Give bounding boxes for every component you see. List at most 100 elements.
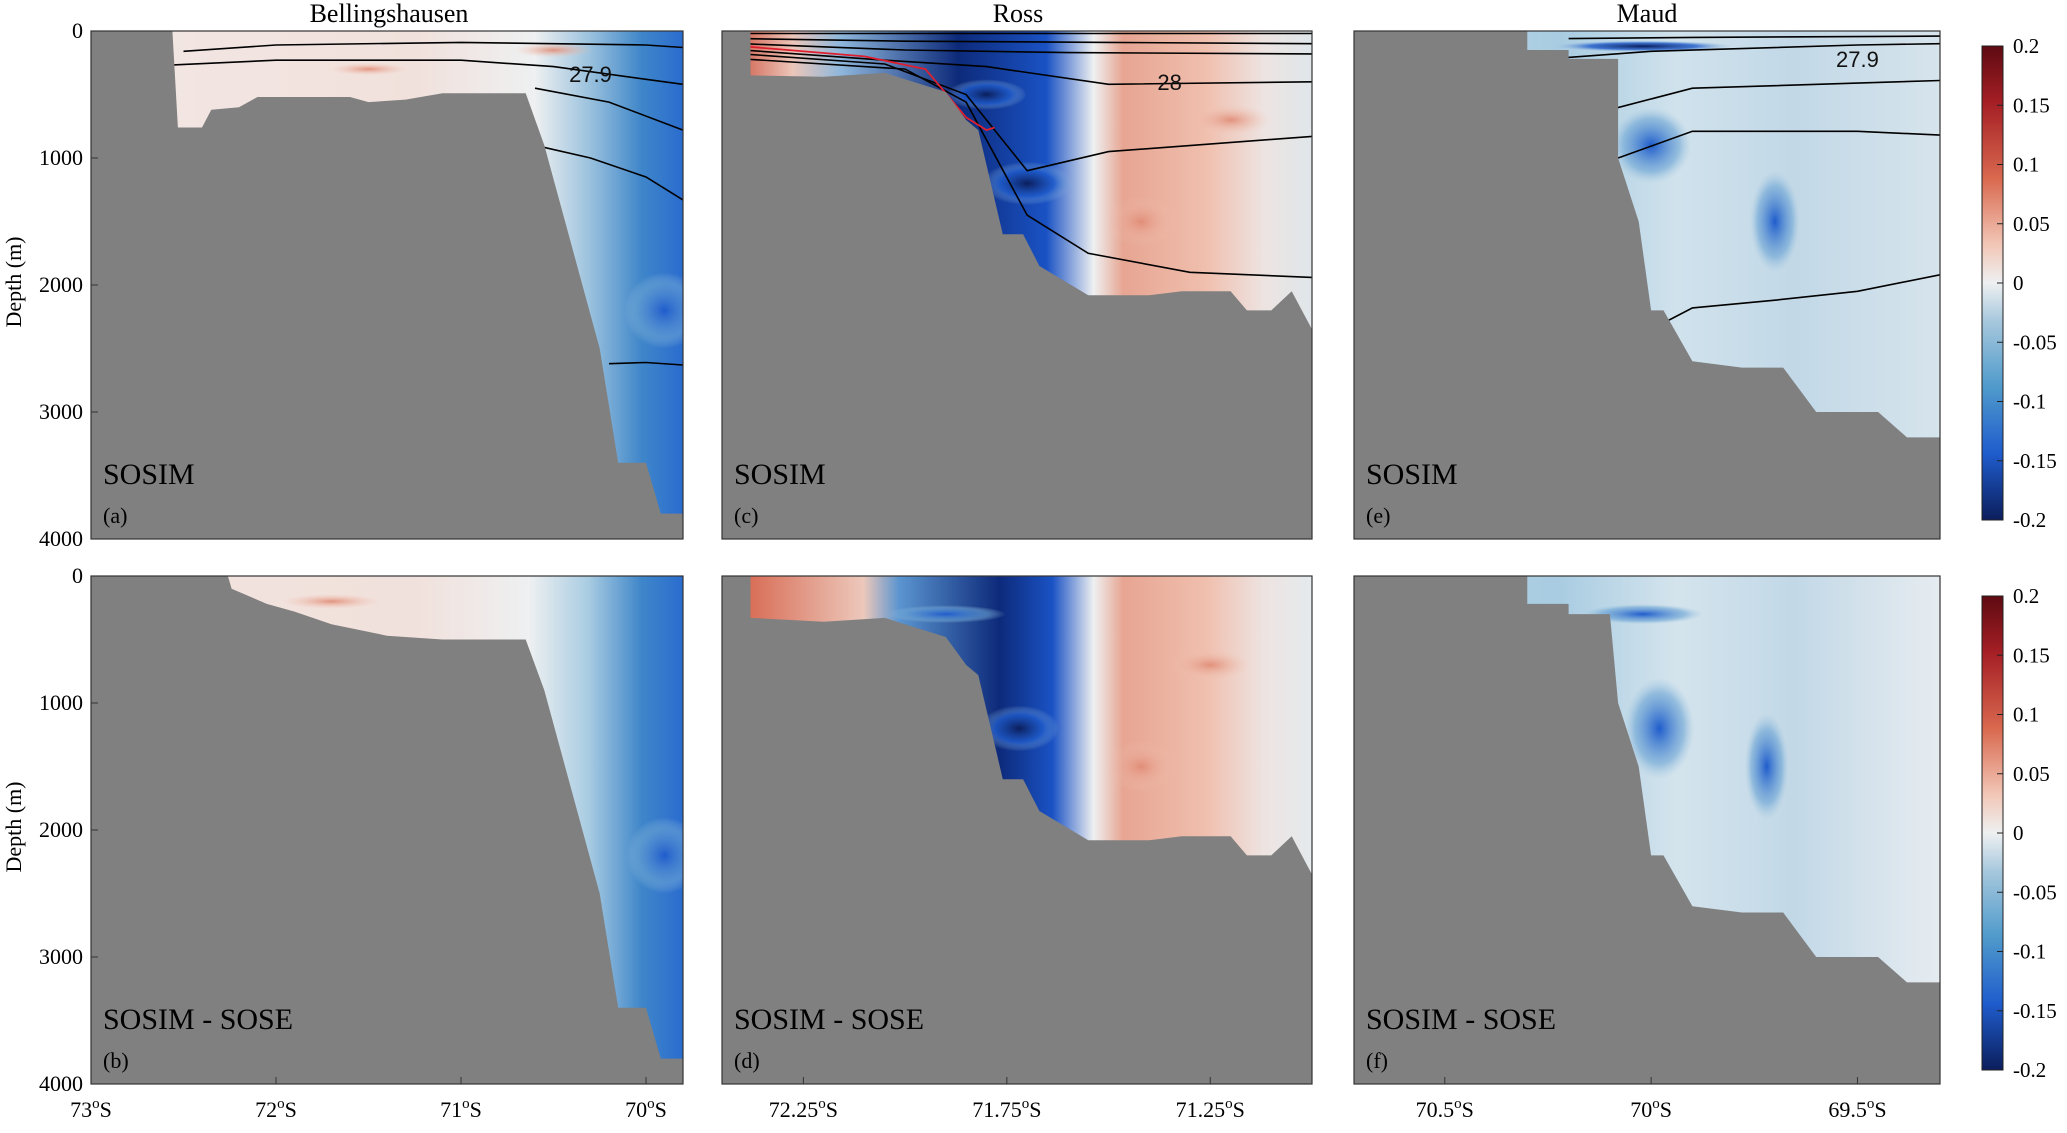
panel-b-anomaly-1 (281, 593, 382, 610)
panel-d-model-label: SOSIM - SOSE (734, 1003, 924, 1036)
panel-a-isopycnal-4 (608, 361, 683, 366)
panel-a-contour-label-0: 27.9 (569, 62, 612, 87)
panel-c-panel-label: (c) (734, 503, 758, 528)
panel-e-isopycnal-2 (1609, 79, 1940, 111)
colorbar-bottom-tick-label-7: -0.15 (2013, 999, 2057, 1023)
panel-d-bathymetry (722, 576, 1312, 1084)
colorbar-bottom-tick-label-1: 0.15 (2013, 643, 2050, 667)
panel-f: SOSIM - SOSE (f) 70.5oS 70oS 69.5oS (1353, 575, 1941, 1122)
colorbar-top-tick-label-2: 0.1 (2013, 153, 2039, 177)
panel-c-anomaly-0 (982, 161, 1073, 205)
panel-f-bathymetry (1354, 576, 1940, 1084)
panel-a-ytick-label-4: 4000 (39, 526, 83, 551)
panel-c-isopycnal-3 (742, 49, 1312, 86)
panel-e-isopycnal-3 (1617, 130, 1940, 159)
panel-d-xtick-label-2: 71.25oS (1176, 1096, 1245, 1122)
panel-f-xtick-label-0: 70.5oS (1416, 1096, 1474, 1122)
panel-e-anomaly-2 (1749, 170, 1800, 273)
colorbar-bottom-tick-label-8: -0.2 (2013, 1058, 2046, 1082)
panel-b-ytick-label-0: 0 (72, 563, 83, 588)
colorbar-top-tick-label-4: 0 (2013, 271, 2024, 295)
panel-f-model-label: SOSIM - SOSE (1366, 1003, 1556, 1036)
panel-b-xtick-label-1: 72oS (255, 1096, 297, 1122)
panel-f-xtick-label-1: 70oS (1630, 1096, 1672, 1122)
colorbar-top-tick-label-0: 0.2 (2013, 34, 2039, 58)
panel-a-ytick-label-0: 0 (72, 18, 83, 43)
panel-c-contour-label-0: 28 (1157, 70, 1181, 95)
panel-e-contour-label-0: 27.9 (1836, 47, 1879, 72)
colorbar-bottom-tick-label-6: -0.1 (2013, 940, 2046, 964)
panel-f-anomaly-0 (1582, 603, 1703, 625)
panel-c-frame (721, 30, 1313, 540)
panel-b-ytick-label-4: 4000 (39, 1071, 83, 1096)
panel-e-anomaly-0 (1552, 40, 1733, 52)
panel-d-anomaly-3 (1170, 649, 1251, 681)
panel-d-xtick-label-1: 71.75oS (972, 1096, 1041, 1122)
panel-e: 27.9 SOSIM (e) (1353, 30, 1941, 540)
panel-c-isopycnal-1 (742, 37, 1312, 45)
panel-b-xtick-label-3: 70oS (625, 1096, 667, 1122)
panel-a-isopycnal-3 (534, 144, 683, 201)
panel-c-isopycnal-2 (742, 42, 1312, 55)
panel-f-frame (1353, 575, 1941, 1085)
panel-c-anomaly-1 (946, 79, 1027, 110)
panel-a: 27.9 SOSIM (a) 0 1000 2000 3000 4000 (39, 18, 684, 551)
panel-e-panel-label: (e) (1366, 503, 1390, 528)
y-axis-label-top: Depth (m) (1, 236, 26, 327)
panel-d-frame (721, 575, 1313, 1085)
colorbar-bottom-tick-label-5: -0.05 (2013, 880, 2057, 904)
colorbar-top: 0.2 0.15 0.1 0.05 0 -0.05 -0.1 -0.15 -0.2 (1981, 34, 2057, 532)
panel-a-isopycnal-0 (183, 41, 683, 53)
colorbar-top-tick-label-6: -0.1 (2013, 390, 2046, 414)
panel-c-isopycnal-4 (742, 53, 1312, 172)
panel-a-ytick-label-2: 2000 (39, 272, 83, 297)
panel-b-anomaly-0 (626, 817, 683, 894)
panel-d-anomaly-0 (979, 705, 1060, 752)
panel-c-bathymetry (722, 31, 1312, 539)
panel-f-anomaly-1 (1624, 677, 1695, 780)
panel-c-anomaly-2 (1106, 196, 1177, 247)
panel-a-anomaly-1 (513, 42, 594, 58)
panel-a-isopycnal-1 (164, 59, 683, 86)
panel-b-xtick-label-2: 71oS (440, 1096, 482, 1122)
panel-a-isopycnal-2 (534, 87, 683, 131)
colorbar-top-tick-label-3: 0.05 (2013, 212, 2050, 236)
panel-b-bathymetry (91, 576, 683, 1084)
panel-d: SOSIM - SOSE (d) 72.25oS 71.75oS 71.25oS (721, 575, 1313, 1122)
panel-e-isopycnal-0 (1568, 35, 1940, 40)
panel-e-isopycnal-4 (1650, 274, 1940, 331)
panel-a-bathymetry (91, 31, 683, 539)
panel-b-panel-label: (b) (103, 1048, 129, 1073)
panel-a-anomaly-2 (328, 62, 409, 76)
colorbar-top-tick-label-5: -0.05 (2013, 330, 2057, 354)
panel-a-ytick-label-3: 3000 (39, 399, 83, 424)
panel-b-ytick-label-1: 1000 (39, 690, 83, 715)
panel-d-anomaly-1 (885, 605, 1006, 623)
panel-f-panel-label: (f) (1366, 1048, 1388, 1073)
panel-e-isopycnal-1 (1547, 42, 1940, 60)
column-title-bellingshausen: Bellingshausen (310, 0, 469, 28)
panel-e-bathymetry (1354, 31, 1940, 539)
colorbar-bottom-tick-label-0: 0.2 (2013, 584, 2039, 608)
panel-d-panel-label: (d) (734, 1048, 760, 1073)
colorbar-bottom-tick-label-3: 0.05 (2013, 762, 2050, 786)
panel-f-anomaly-2 (1744, 713, 1789, 820)
panel-b-xtick-label-0: 73oS (70, 1096, 112, 1122)
panel-b-model-label: SOSIM - SOSE (103, 1003, 293, 1036)
panel-c-model-label: SOSIM (734, 458, 826, 491)
panel-c: 28 SOSIM (c) (721, 30, 1313, 540)
panel-c-isopycnal-5 (742, 58, 1312, 279)
panel-f-xtick-label-2: 69.5oS (1828, 1096, 1886, 1122)
panel-e-frame (1353, 30, 1941, 540)
panel-c-anomaly-3 (1190, 104, 1271, 136)
panel-e-model-label: SOSIM (1366, 458, 1458, 491)
panel-d-anomaly-2 (1106, 741, 1177, 792)
colorbar-top-tick-label-7: -0.15 (2013, 449, 2057, 473)
y-axis-label-bottom: Depth (m) (1, 781, 26, 872)
panel-b-ytick-label-2: 2000 (39, 817, 83, 842)
panel-a-anomaly-0 (624, 272, 683, 349)
panel-a-panel-label: (a) (103, 503, 127, 528)
colorbar-bottom: 0.2 0.15 0.1 0.05 0 -0.05 -0.1 -0.15 -0.2 (1981, 584, 2057, 1082)
column-title-ross: Ross (993, 0, 1044, 28)
